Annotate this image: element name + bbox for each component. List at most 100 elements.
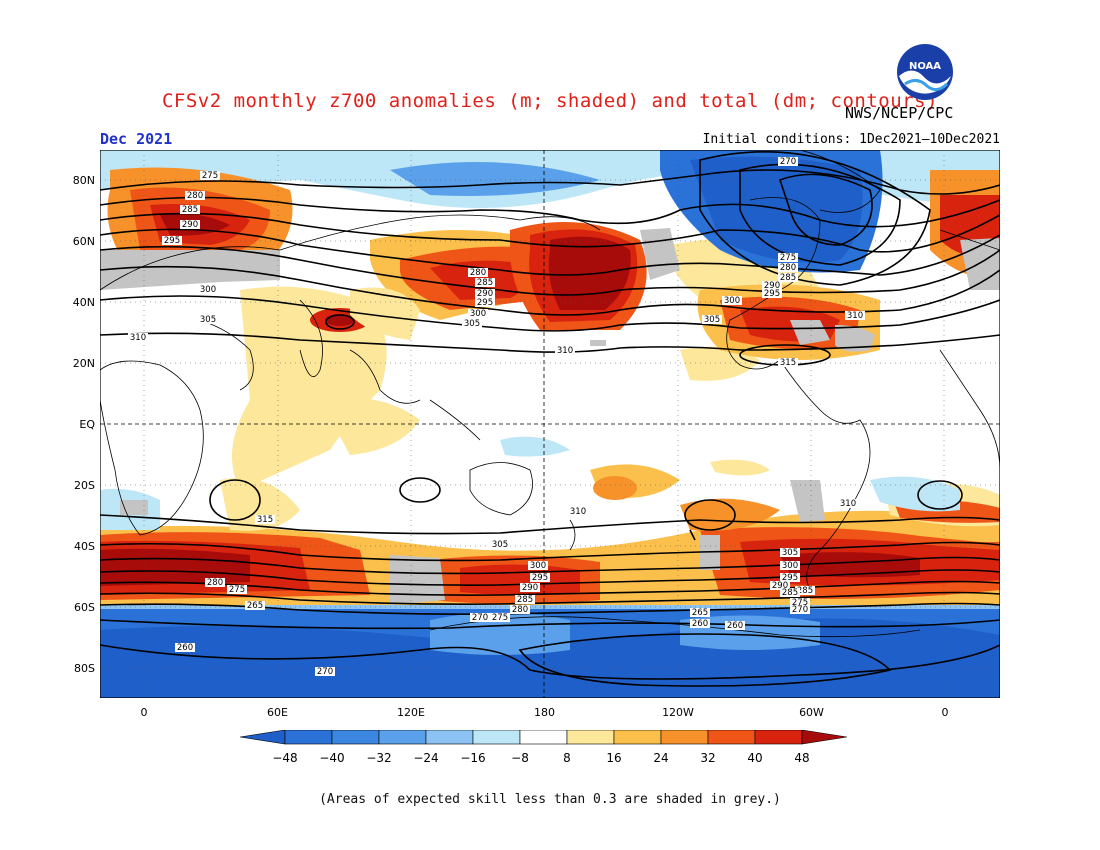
- noaa-logo-text: NOAA: [909, 61, 941, 72]
- contour-label: 290: [182, 220, 198, 230]
- colorbar-tick-label: −8: [511, 751, 529, 765]
- colorbar-tick-label: 48: [794, 751, 809, 765]
- lon-tick-label: 60E: [267, 706, 288, 719]
- contour-label-bg: [245, 601, 265, 610]
- contour-label-bg: [690, 608, 710, 617]
- contour-label-bg: [778, 358, 798, 367]
- lat-tick-label: 80N: [73, 174, 95, 187]
- contour-label: 280: [512, 605, 528, 615]
- contour-label-bg: [790, 598, 810, 607]
- contour-label: 310: [847, 311, 863, 321]
- contour-label: 280: [780, 263, 796, 273]
- contour-label: 305: [492, 540, 508, 550]
- contour-label-bg: [770, 581, 790, 590]
- contour-label-bg: [175, 643, 195, 652]
- contour-label-bg: [780, 548, 800, 557]
- colorbar-bin: [425, 730, 474, 745]
- colorbar-tick-label: 8: [563, 751, 571, 765]
- colorbar-tick-label: −24: [413, 751, 438, 765]
- colorbar-tick-label: 40: [747, 751, 762, 765]
- contour-label: 300: [470, 309, 486, 319]
- colorbar-bin: [754, 730, 803, 745]
- coastlines: [100, 150, 1000, 638]
- contour-label-bg: [315, 667, 335, 676]
- contour-label-bg: [762, 281, 782, 290]
- lon-tick-label: 120E: [397, 706, 425, 719]
- contour-label: 315: [257, 515, 273, 525]
- contour-label: 295: [764, 289, 780, 299]
- contour-label: 295: [782, 573, 798, 583]
- colorbar-tick-label: −32: [366, 751, 391, 765]
- contour-label-bg: [780, 561, 800, 570]
- lon-tick-label: 0: [141, 706, 148, 719]
- contour-label: 260: [177, 643, 193, 653]
- contour-label-bg: [162, 236, 182, 245]
- contour-label: 310: [840, 499, 856, 509]
- contour-label-bg: [845, 311, 865, 320]
- lat-tick-label: 40N: [73, 296, 95, 309]
- contour-label: 260: [727, 621, 743, 631]
- contour-label: 285: [780, 273, 796, 283]
- lon-tick-label: 0: [942, 706, 949, 719]
- low-skill-grey: [100, 228, 1000, 605]
- colorbar-bin: [801, 730, 848, 745]
- contour-label: 275: [792, 598, 808, 608]
- anomaly-map: 2752802852902953003053102702752802852902…: [100, 150, 1000, 698]
- contour-label: 310: [130, 333, 146, 343]
- contour-label: 290: [772, 581, 788, 591]
- contour-label-bg: [778, 273, 798, 282]
- agency-label: NWS/NCEP/CPC: [845, 104, 954, 122]
- contour-label: 270: [792, 605, 808, 615]
- contour-label-bg: [762, 289, 782, 298]
- chart-title: CFSv2 monthly z700 anomalies (m; shaded)…: [161, 90, 939, 112]
- colorbar-tick-label: −48: [272, 751, 297, 765]
- contour-label-bg: [778, 253, 798, 262]
- contour-label-bg: [475, 289, 495, 298]
- contour-label-bg: [690, 619, 710, 628]
- contour-label: 275: [780, 253, 796, 263]
- contour-label-bg: [185, 191, 205, 200]
- contour-label-bg: [180, 205, 200, 214]
- contour-label: 300: [724, 296, 740, 306]
- contour-label: 275: [202, 171, 218, 181]
- contour-label: 310: [570, 507, 586, 517]
- contour-label-bg: [470, 613, 490, 622]
- initial-conditions: Initial conditions: 1Dec2021–10Dec2021: [702, 132, 1000, 147]
- contour-label-bg: [198, 315, 218, 324]
- contour-label-bg: [468, 268, 488, 277]
- contour-label-bg: [490, 540, 510, 549]
- contour-label-bg: [722, 296, 742, 305]
- contour-label-bg: [780, 588, 800, 597]
- contour-label: 305: [782, 548, 798, 558]
- contour-label: 275: [229, 585, 245, 595]
- colorbar-bin: [707, 730, 756, 745]
- contour-label-bg: [778, 263, 798, 272]
- contour-label-bg: [198, 285, 218, 294]
- contour-label: 285: [182, 205, 198, 215]
- colorbar-bin: [331, 730, 380, 745]
- contour-label: 270: [317, 667, 333, 677]
- nh-contour-labels: 2752802852902953003053102702752802852902…: [128, 157, 865, 368]
- lat-tick-label: 20N: [73, 357, 95, 370]
- contour-label-bg: [475, 278, 495, 287]
- contour-labels: 2752802852902953003053102702752802852902…: [128, 157, 865, 677]
- contour-label-bg: [180, 220, 200, 229]
- contour-label-bg: [725, 621, 745, 630]
- colorbar-bin: [566, 730, 615, 745]
- contour-label: 280: [470, 268, 486, 278]
- contour-label-bg: [205, 578, 225, 587]
- contour-label: 290: [522, 583, 538, 593]
- contour-label: 300: [782, 561, 798, 571]
- colorbar-bin: [284, 730, 333, 745]
- lon-tick-label: 60W: [799, 706, 824, 719]
- contour-label: 295: [532, 573, 548, 583]
- colorbar-bin: [378, 730, 427, 745]
- contour-label: 295: [164, 236, 180, 246]
- contour-label-bg: [515, 595, 535, 604]
- contour-label: 300: [200, 285, 216, 295]
- contour-label-bg: [462, 319, 482, 328]
- contour-label: 280: [207, 578, 223, 588]
- contour-label: 270: [472, 613, 488, 623]
- contour-label: 310: [557, 346, 573, 356]
- lat-tick-label: 20S: [74, 479, 95, 492]
